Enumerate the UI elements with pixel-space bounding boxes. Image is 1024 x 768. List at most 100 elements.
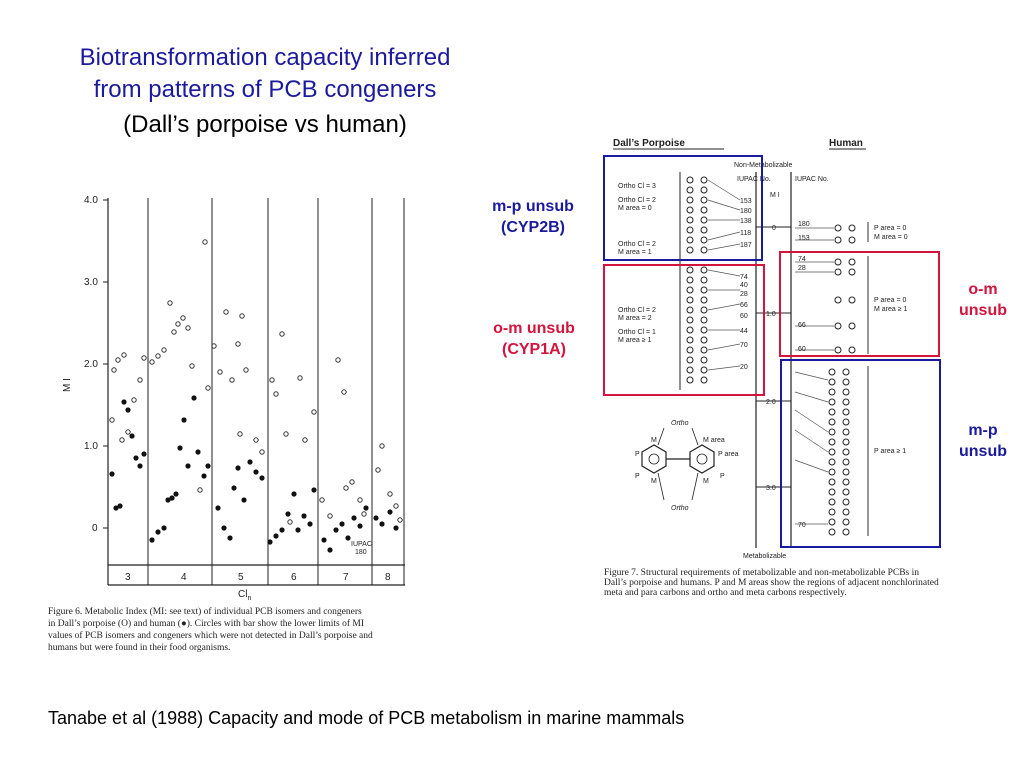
fig7-lgroup-5b: M area ≥ 1 <box>618 337 652 344</box>
figure6-caption: Figure 6. Metabolic Index (MI: see text)… <box>48 606 373 653</box>
svg-text:28: 28 <box>798 265 806 272</box>
label-mp-right: m-p unsub <box>945 420 1021 462</box>
svg-text:20: 20 <box>740 364 748 371</box>
fig6-iupac-no: 180 <box>355 549 367 556</box>
fig6-ylabel: M I <box>62 378 73 392</box>
fig6-caption-line2: in Dall’s porpoise (O) and human (●). Ci… <box>48 618 364 629</box>
svg-text:70: 70 <box>740 342 748 349</box>
svg-text:153: 153 <box>798 235 810 242</box>
svg-text:P area: P area <box>718 451 739 458</box>
svg-text:66: 66 <box>740 302 748 309</box>
label-mp-cyp2b-line2: (CYP2B) <box>500 219 565 236</box>
label-om-cyp1a-line2: (CYP1A) <box>501 341 566 358</box>
fig7-caption-line1: Figure 7. Structural requirements of met… <box>604 567 919 578</box>
fig7-right-ids: 180 153 74 28 66 60 70 <box>798 221 810 529</box>
fig7-iupac-left: IUPAC No. <box>737 176 771 183</box>
fig7-iupac-right: IUPAC No. <box>795 176 829 183</box>
label-mp-cyp2b-line1: m-p unsub <box>492 198 574 215</box>
fig7-header-right: Human <box>829 138 863 149</box>
fig7-rgroup-1a: P area = 0 <box>874 225 906 232</box>
fig7-lgroup-5a: Ortho Cl = 1 <box>618 329 656 336</box>
fig6-caption-line4: humans but were found in their food orga… <box>48 642 230 653</box>
svg-text:28: 28 <box>740 291 748 298</box>
fig6-group-7: 7 <box>343 572 349 583</box>
svg-text:187: 187 <box>740 242 752 249</box>
svg-text:180: 180 <box>798 221 810 228</box>
svg-text:70: 70 <box>798 522 806 529</box>
fig7-mitick-3: 3.0 <box>766 485 776 492</box>
fig6-caption-line1: Figure 6. Metabolic Index (MI: see text)… <box>48 606 362 617</box>
box-om-cyp1a <box>603 264 765 396</box>
fig6-group-5: 5 <box>238 572 244 583</box>
fig6-ytick-4: 1.0 <box>84 441 98 452</box>
label-om-cyp1a: o-m unsub (CYP1A) <box>474 318 594 360</box>
label-mp-right-line2: unsub <box>959 443 1007 460</box>
fig7-mitick-1: 1.0 <box>766 311 776 318</box>
fig7-left-ids: 153 180 138 118 187 74 40 28 66 60 44 70… <box>740 198 752 371</box>
fig7-mitick-2: 2.0 <box>766 399 776 406</box>
slide-title-line1: Biotransformation capacity inferred <box>79 44 451 71</box>
fig7-rgroup-2b: M area ≥ 1 <box>874 306 908 313</box>
svg-text:60: 60 <box>740 313 748 320</box>
svg-text:40: 40 <box>740 282 748 289</box>
svg-text:P: P <box>635 473 640 480</box>
fig7-rgroup-2a: P area = 0 <box>874 297 906 304</box>
fig7-caption-line3: meta and para carbons and ortho and meta… <box>604 588 847 598</box>
label-om-right-line2: unsub <box>959 302 1007 319</box>
figure7-diagram: Dall’s Porpoise Human Non-Metabolizable … <box>613 138 908 560</box>
svg-text:74: 74 <box>740 274 748 281</box>
fig7-mitick-0: 0 <box>772 225 776 232</box>
svg-text:66: 66 <box>798 322 806 329</box>
figure7-caption: Figure 7. Structural requirements of met… <box>604 567 939 598</box>
figure6-plot: 4.0 3.0 2.0 1.0 0 M I 3 4 5 6 7 8 Cln IU… <box>62 195 405 602</box>
fig7-metab: Metabolizable <box>743 553 786 560</box>
fig6-iupac-label: IUPAC <box>351 541 372 548</box>
fig7-nonmetab: Non-Metabolizable <box>734 162 792 169</box>
svg-text:M: M <box>651 437 657 444</box>
fig7-caption-line2: Dall’s porpoise and humans. P and M area… <box>604 577 939 588</box>
svg-text:180: 180 <box>740 208 752 215</box>
box-mp-right <box>780 359 941 548</box>
slide-footer-citation: Tanabe et al (1988) Capacity and mode of… <box>48 708 685 728</box>
label-om-right: o-m unsub <box>945 279 1021 321</box>
fig6-group-6: 6 <box>291 572 297 583</box>
box-mp-cyp2b <box>603 155 763 261</box>
label-mp-right-line1: m-p <box>968 422 998 439</box>
svg-text:M: M <box>703 478 709 485</box>
fig6-group-4: 4 <box>181 572 187 583</box>
slide-title-line2: from patterns of PCB congeners <box>93 76 437 103</box>
label-om-right-line1: o-m <box>968 281 998 298</box>
fig6-group-3: 3 <box>125 572 131 583</box>
fig7-lgroup-2b: M area = 0 <box>618 205 652 212</box>
fig6-ytick-1: 4.0 <box>84 195 98 206</box>
svg-text:Ortho: Ortho <box>671 420 689 427</box>
svg-text:153: 153 <box>740 198 752 205</box>
fig7-mi: M I <box>770 192 780 199</box>
svg-text:P: P <box>720 473 725 480</box>
fig7-lgroup-4b: M area = 2 <box>618 315 652 322</box>
fig6-ytick-3: 2.0 <box>84 359 98 370</box>
fig7-lgroup-1: Ortho Cl = 3 <box>618 183 656 190</box>
svg-text:60: 60 <box>798 346 806 353</box>
fig7-lgroup-4a: Ortho Cl = 2 <box>618 307 656 314</box>
fig6-ytick-2: 3.0 <box>84 277 98 288</box>
fig6-caption-line3: values of PCB isomers and congeners whic… <box>48 630 373 641</box>
svg-text:M: M <box>651 478 657 485</box>
fig6-xlabel: Cln <box>238 589 251 602</box>
fig7-rgroup-1b: M area = 0 <box>874 234 908 241</box>
fig6-ytick-5: 0 <box>92 523 98 534</box>
svg-text:118: 118 <box>740 230 751 237</box>
fig7-left-structures <box>679 172 741 390</box>
svg-text:P: P <box>635 451 640 458</box>
fig7-header-left: Dall’s Porpoise <box>613 138 685 149</box>
svg-text:44: 44 <box>740 328 748 335</box>
fig7-right-structures <box>794 222 869 536</box>
fig7-rgroup-3: P area ≥ 1 <box>874 448 906 455</box>
svg-text:Ortho: Ortho <box>671 505 689 512</box>
fig7-lgroup-2a: Ortho Cl = 2 <box>618 197 656 204</box>
svg-text:M area: M area <box>703 437 725 444</box>
fig6-human-points <box>109 395 399 553</box>
fig7-lgroup-3b: M area = 1 <box>618 249 652 256</box>
fig7-biphenyl-structure: Ortho Ortho M M M area M P P P area P <box>635 420 739 512</box>
